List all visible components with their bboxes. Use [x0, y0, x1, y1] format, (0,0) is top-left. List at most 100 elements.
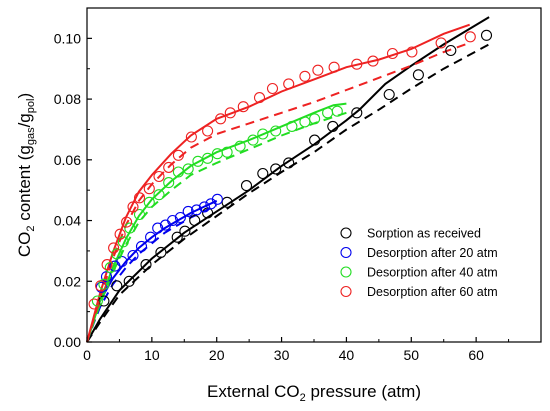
data-point: [163, 161, 175, 173]
data-point: [286, 120, 298, 132]
data-point: [412, 69, 424, 81]
data-point: [179, 225, 191, 237]
data-point: [152, 222, 164, 234]
data-point: [117, 236, 129, 248]
x-axis-title-suffix: pressure (atm): [306, 382, 421, 401]
data-point: [133, 192, 146, 204]
x-tick-label: 30: [274, 347, 290, 363]
data-point: [88, 298, 100, 310]
data-point: [383, 88, 395, 101]
data-point: [351, 107, 363, 119]
y-axis-title-sub-gas: gas: [25, 127, 37, 145]
fit-line-solid: [86, 102, 347, 343]
x-tick-label: 0: [83, 347, 91, 363]
data-point: [153, 170, 165, 183]
data-point: [406, 46, 418, 58]
data-point: [171, 231, 183, 243]
data-point: [386, 47, 399, 60]
x-axis-ticks: 0 10 20 30 40 50 60: [83, 337, 510, 363]
data-point: [257, 167, 269, 180]
legend-marker: [340, 227, 352, 239]
data-point: [283, 78, 295, 90]
data-point: [198, 201, 210, 213]
data-point: [480, 29, 493, 41]
data-point: [224, 107, 236, 119]
data-point: [172, 149, 184, 161]
data-point: [127, 249, 139, 262]
legend-marker: [340, 285, 352, 298]
data-point: [124, 222, 136, 234]
data-point: [240, 180, 253, 192]
x-tick-label: 40: [339, 347, 355, 363]
data-point: [182, 205, 194, 217]
data-point: [133, 208, 146, 221]
data-point: [215, 113, 227, 125]
y-axis-ticks: 0.00 0.02 0.04 0.06 0.08 0.10: [54, 30, 92, 350]
data-point: [211, 193, 223, 205]
data-point: [185, 131, 197, 143]
legend-label: Desorption after 20 atm: [367, 246, 498, 260]
legend-label: Sorption as received: [367, 227, 481, 241]
y-tick-label: 0.08: [54, 91, 81, 107]
data-point: [253, 92, 266, 104]
data-markers: [88, 29, 493, 310]
data-point: [127, 201, 139, 213]
data-point: [191, 204, 203, 216]
y-axis-title-prefix: CO: [15, 232, 34, 258]
legend-label: Desorption after 60 atm: [367, 285, 498, 299]
y-tick-label: 0.06: [54, 152, 81, 168]
data-point: [135, 240, 148, 252]
data-point: [322, 107, 334, 119]
y-tick-label: 0.00: [54, 334, 81, 350]
data-point: [234, 140, 246, 152]
data-point: [283, 157, 295, 169]
legend-marker: [340, 266, 352, 278]
data-point: [270, 163, 282, 175]
y-axis-title-sub-co2: 2: [25, 226, 37, 232]
data-point: [163, 177, 175, 189]
data-point: [116, 255, 128, 268]
data-point: [167, 214, 179, 227]
y-axis-title-sub-pol: pol: [25, 99, 37, 114]
fit-line-solid: [86, 16, 490, 343]
data-point: [247, 134, 259, 146]
data-point: [327, 120, 339, 132]
data-point: [114, 228, 126, 240]
legend: Sorption as received Desorption after 20 …: [340, 227, 498, 299]
x-tick-label: 50: [403, 347, 419, 363]
data-point: [445, 44, 457, 57]
data-point: [367, 55, 379, 67]
y-tick-label: 0.04: [54, 213, 81, 229]
data-point: [95, 280, 107, 292]
data-point: [111, 248, 123, 260]
data-point: [266, 82, 279, 95]
data-point: [464, 31, 476, 43]
data-point: [104, 262, 116, 274]
y-axis-title-suffix: ): [15, 93, 34, 99]
data-point: [299, 70, 311, 82]
data-point: [123, 275, 135, 287]
y-axis-title: CO2 content (ggas/gpol): [15, 93, 37, 257]
data-point: [312, 64, 324, 76]
data-point: [435, 37, 447, 49]
data-point: [202, 125, 214, 137]
data-point: [121, 216, 133, 228]
data-point: [143, 183, 155, 195]
data-point: [309, 113, 321, 125]
x-axis-title-prefix: External CO: [207, 382, 300, 401]
data-point: [270, 125, 282, 137]
data-point: [140, 259, 152, 271]
data-point: [237, 101, 249, 113]
data-point: [182, 163, 194, 175]
data-point: [101, 259, 113, 271]
y-tick-label: 0.02: [54, 273, 81, 289]
data-point: [91, 295, 103, 307]
data-point: [98, 295, 110, 307]
data-point: [351, 58, 363, 70]
data-point: [172, 166, 184, 178]
data-point: [189, 214, 201, 227]
data-point: [221, 196, 233, 208]
x-axis-title: External CO2 pressure (atm): [207, 382, 421, 404]
